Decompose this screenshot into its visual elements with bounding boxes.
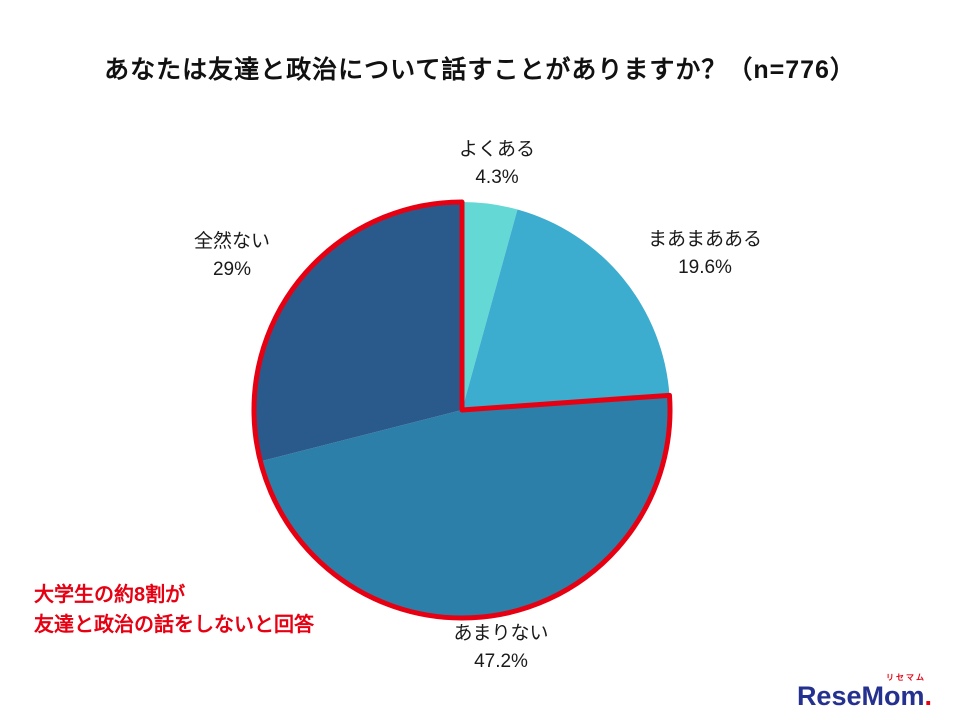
slice-label-amarinai: あまりない 47.2% — [391, 620, 611, 675]
pie-svg — [251, 199, 673, 621]
pie-slice-0 — [462, 202, 518, 410]
slice-label-pct: 4.3% — [475, 166, 519, 188]
slice-label-maamaa-aru: まあまあある 19.6% — [595, 226, 815, 281]
annotation-callout: 大学生の約8割が 友達と政治の話をしないと回答 — [34, 580, 314, 640]
chart-title: あなたは友達と政治について話すことがありますか？（n=776） — [104, 56, 856, 84]
slice-label-pct: 19.6% — [678, 256, 732, 278]
pie-chart — [227, 175, 697, 645]
slice-label-pct: 47.2% — [474, 650, 528, 672]
logo-wordmark: ReseMom — [796, 681, 925, 711]
slice-label-text: よくある — [458, 139, 535, 160]
annotation-line2: 友達と政治の話をしないと回答 — [34, 614, 314, 636]
annotation-line1: 大学生の約8割が — [34, 584, 186, 606]
logo-period: . — [924, 681, 932, 711]
pie-slice-3 — [253, 202, 462, 462]
slice-label-yokuaru: よくある 4.3% — [387, 136, 607, 191]
slice-label-text: まあまあある — [647, 229, 762, 250]
pie-highlight-outline — [251, 199, 673, 621]
pie-slice-1 — [462, 209, 670, 410]
slice-label-text: 全然ない — [193, 231, 270, 252]
logo-katakana-label: リセマム — [886, 673, 926, 682]
slice-label-text: あまりない — [453, 623, 549, 644]
slice-label-zenzennai: 全然ない 29% — [122, 228, 342, 283]
pie-slice-2 — [260, 395, 670, 618]
resemom-logo: リセマム ReseMom. — [797, 674, 932, 710]
slice-label-pct: 29% — [212, 258, 252, 280]
